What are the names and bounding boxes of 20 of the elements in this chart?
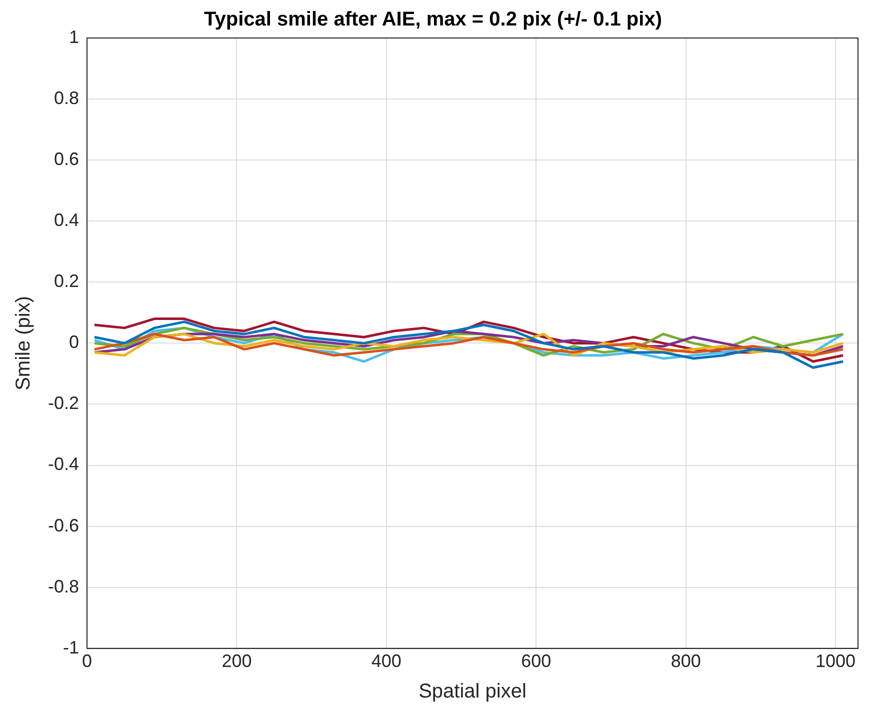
y-tick-label: 0.8 xyxy=(54,88,80,108)
x-tick-label: 800 xyxy=(670,651,701,672)
y-tick-label: 1 xyxy=(69,26,80,47)
y-tick-label: -1 xyxy=(63,637,80,658)
y-tick-label: -0.6 xyxy=(48,515,80,536)
x-axis-title: Spatial pixel xyxy=(418,680,526,703)
chart-title: Typical smile after AIE, max = 0.2 pix (+/- 0.1 pix) xyxy=(204,8,662,31)
x-tick-label: 200 xyxy=(222,651,252,672)
y-tick-label: -0.4 xyxy=(48,454,80,474)
y-tick-label: 0.6 xyxy=(54,149,80,170)
y-tick-label: 0.2 xyxy=(54,271,80,292)
y-tick-label: -0.8 xyxy=(48,576,80,596)
x-tick-label: 600 xyxy=(521,651,552,672)
x-tick-label: 400 xyxy=(371,651,402,672)
y-tick-label: 0 xyxy=(69,332,80,352)
y-tick-label: 0.4 xyxy=(54,210,80,230)
x-tick-label: 1000 xyxy=(816,651,856,672)
y-tick-label: -0.2 xyxy=(48,393,80,414)
x-tick-label: 0 xyxy=(82,651,92,672)
y-axis-title: Smile (pix) xyxy=(12,296,35,390)
